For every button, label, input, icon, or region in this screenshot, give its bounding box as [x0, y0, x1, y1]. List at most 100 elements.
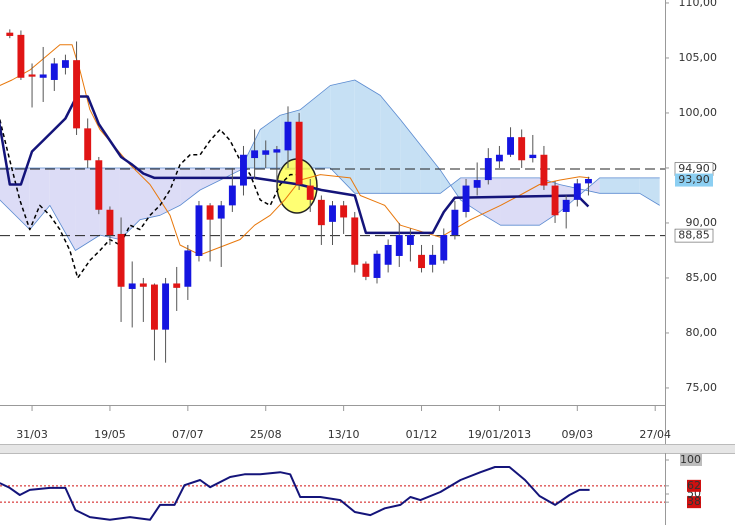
candle-body [50, 63, 58, 80]
candle-body [395, 235, 403, 256]
cloud-segment [400, 119, 421, 194]
candle-body [139, 283, 147, 287]
candle-body [84, 128, 92, 161]
y-tick-box [687, 479, 701, 492]
candle-body [384, 244, 392, 265]
cloud-segment [75, 167, 100, 251]
candle-body [329, 205, 336, 222]
candle-body [362, 263, 370, 277]
candle-body [451, 209, 459, 236]
candle-body [273, 149, 281, 153]
candle-body [540, 154, 548, 186]
cloud-segment [119, 167, 140, 240]
candle-body [440, 235, 448, 261]
candle-body [295, 121, 303, 185]
cloud-segment [500, 177, 540, 226]
cloud-segment [599, 177, 640, 194]
candle-body [17, 34, 25, 78]
candle-body [73, 60, 81, 129]
cloud-segment [139, 167, 161, 220]
candle-body [162, 283, 170, 330]
candle-body [495, 154, 503, 162]
y-tick-label: 85,00 [686, 271, 718, 284]
cloud-segment [420, 144, 441, 194]
y-tick-label: 90,00 [686, 216, 718, 229]
x-tick-label: 25/08 [250, 428, 282, 441]
candle-body [128, 283, 136, 289]
candle-body [195, 205, 203, 256]
cloud-segment [639, 177, 660, 206]
y-tick-box [687, 496, 701, 509]
candle-body [584, 178, 592, 184]
candle-body [206, 205, 214, 220]
candle-body [228, 185, 236, 206]
candle-body [240, 154, 247, 186]
candle-body [484, 158, 492, 181]
cloud-segment [29, 167, 50, 230]
y-tick-label: 80,00 [686, 326, 718, 339]
cloud-segment [480, 177, 501, 226]
candle-body [529, 154, 537, 159]
candle-body [507, 137, 514, 155]
indicator-line [0, 119, 301, 279]
candle-body [573, 183, 581, 200]
x-tick-label: 31/03 [16, 428, 48, 441]
x-tick-label: 27/04 [639, 428, 671, 441]
candle-body [6, 32, 14, 36]
y-tick-box [680, 453, 702, 467]
x-tick-label: 13/10 [328, 428, 360, 441]
candle-body [61, 60, 69, 68]
candle-body [251, 150, 259, 159]
y-tick-label: 75,00 [686, 381, 718, 394]
candles-layer [6, 29, 592, 363]
candle-body [28, 74, 36, 77]
x-tick-label: 19/05 [94, 428, 126, 441]
y-tick-label: 38 [687, 495, 701, 508]
x-tick-label: 01/12 [406, 428, 438, 441]
candle-body [284, 121, 292, 151]
candle-body [429, 254, 437, 265]
candle-body [462, 185, 470, 212]
level-box [675, 173, 713, 187]
cloud-segment [99, 167, 120, 240]
level-label: 94,90 [678, 162, 710, 175]
oscillator-line [0, 466, 590, 521]
candle-body [551, 185, 559, 216]
cloud-layer [0, 79, 660, 251]
candle-body [340, 205, 348, 218]
level-box [674, 228, 714, 243]
x-tick-label: 09/03 [561, 428, 593, 441]
level-label: 88,85 [678, 229, 710, 242]
cloud-segment [354, 79, 381, 194]
y-tick-label: 110,00 [679, 0, 718, 9]
candle-body [518, 137, 526, 161]
y-tick-label: 100 [680, 453, 701, 466]
candle-body [117, 233, 125, 287]
candle-body [173, 283, 181, 288]
candle-body [473, 180, 481, 188]
cloud-segment [300, 85, 331, 168]
span-a-line [0, 79, 660, 251]
y-tick-label: 100,00 [679, 106, 718, 119]
y-tick-label: 62 [687, 479, 701, 492]
cloud-segment [160, 167, 181, 216]
panel-gap [0, 444, 735, 453]
candle-body [106, 209, 114, 236]
candle-body [306, 185, 314, 200]
candle-body [406, 235, 414, 245]
candle-body [262, 150, 270, 155]
y-tick-label: 105,00 [679, 51, 718, 64]
level-label: 93,90 [678, 173, 710, 186]
candle-body [95, 160, 103, 210]
candle-body [151, 284, 158, 330]
cloud-segment [49, 167, 76, 251]
candle-body [39, 74, 47, 78]
cloud-segment [330, 79, 355, 194]
candle-body [418, 254, 425, 269]
candle-body [351, 217, 359, 265]
candle-body [317, 199, 325, 226]
x-tick-label: 19/01/2013 [468, 428, 531, 441]
candle-body [184, 250, 192, 287]
